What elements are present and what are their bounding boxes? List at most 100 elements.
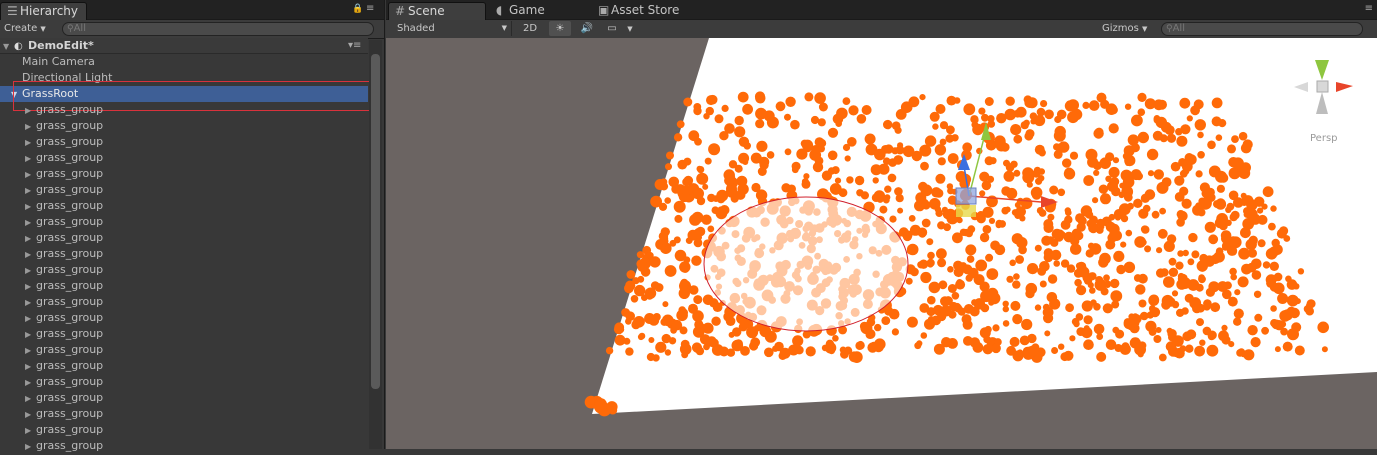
grass-group-row[interactable]: ▶ grass_group xyxy=(0,198,393,214)
hierarchy-item-directional-light[interactable]: Directional Light xyxy=(22,71,113,84)
expand-arrow-icon[interactable]: ▶ xyxy=(25,154,32,163)
grass-group-row[interactable]: ▶ grass_group xyxy=(0,342,393,358)
grass-point xyxy=(712,302,723,312)
expand-arrow-icon[interactable]: ▶ xyxy=(25,410,32,419)
tab-game[interactable]: ◖ Game xyxy=(496,3,545,17)
grass-point xyxy=(664,265,677,277)
expand-arrow-icon[interactable]: ▼ xyxy=(11,90,18,99)
tab-scene[interactable]: # Scene xyxy=(388,2,486,20)
grass-group-row[interactable]: ▶ grass_group xyxy=(0,246,393,262)
expand-arrow-icon[interactable]: ▶ xyxy=(25,218,32,227)
effects-toggle[interactable]: ▭ xyxy=(605,21,619,36)
grass-group-row[interactable]: ▶ grass_group xyxy=(0,358,393,374)
grass-point xyxy=(889,215,897,223)
gizmo-neg-y-cone-icon[interactable] xyxy=(1316,92,1328,114)
expand-arrow-icon[interactable]: ▼ xyxy=(3,42,10,51)
scene-search-input[interactable]: ⚲All xyxy=(1161,22,1363,36)
effects-dropdown[interactable]: ▼ xyxy=(625,21,635,36)
grass-group-row[interactable]: ▶ grass_group xyxy=(0,438,393,454)
x-axis-arrow-icon[interactable] xyxy=(1041,196,1058,208)
tab-hierarchy[interactable]: ☰ Hierarchy xyxy=(0,2,88,20)
grass-group-row[interactable]: ▶ grass_group xyxy=(0,118,393,134)
expand-arrow-icon[interactable]: ▶ xyxy=(25,378,32,387)
grass-point xyxy=(1014,202,1021,208)
grass-group-row[interactable]: ▶ grass_group xyxy=(0,102,393,118)
gizmo-x-cone-icon[interactable] xyxy=(1336,82,1353,92)
hierarchy-item-grassroot[interactable]: ▼ GrassRoot xyxy=(0,86,368,102)
grass-group-row[interactable]: ▶ grass_group xyxy=(0,134,393,150)
scene-canvas[interactable]: Persp xyxy=(386,38,1377,449)
grass-point xyxy=(1050,249,1062,261)
x-axis-handle[interactable] xyxy=(968,195,1042,203)
xy-plane-handle[interactable] xyxy=(955,187,977,205)
expand-arrow-icon[interactable]: ▶ xyxy=(25,314,32,323)
expand-arrow-icon[interactable]: ▶ xyxy=(25,346,32,355)
lock-icon[interactable]: 🔒 xyxy=(352,4,364,14)
grass-point xyxy=(1095,226,1104,234)
grass-point xyxy=(940,305,952,317)
expand-arrow-icon[interactable]: ▶ xyxy=(25,106,32,115)
grass-group-label: grass_group xyxy=(36,375,104,388)
grass-point xyxy=(1051,347,1059,354)
expand-arrow-icon[interactable]: ▶ xyxy=(25,202,32,211)
grass-group-row[interactable]: ▶ grass_group xyxy=(0,182,393,198)
expand-arrow-icon[interactable]: ▶ xyxy=(25,234,32,243)
grass-group-row[interactable]: ▶ grass_group xyxy=(0,278,393,294)
expand-arrow-icon[interactable]: ▶ xyxy=(25,362,32,371)
hierarchy-search-input[interactable]: ⚲All xyxy=(62,22,374,36)
grass-group-row[interactable]: ▶ grass_group xyxy=(0,150,393,166)
expand-arrow-icon[interactable]: ▶ xyxy=(25,170,32,179)
grass-group-row[interactable]: ▶ grass_group xyxy=(0,310,393,326)
gizmo-neg-x-cone-icon[interactable] xyxy=(1294,82,1308,92)
gizmos-dropdown[interactable]: Gizmos ▼ xyxy=(1102,23,1148,34)
move-gizmo[interactable] xyxy=(955,122,1058,217)
expand-arrow-icon[interactable]: ▶ xyxy=(25,122,32,131)
audio-toggle[interactable]: 🔊 xyxy=(578,21,596,36)
grass-group-row[interactable]: ▶ grass_group xyxy=(0,390,393,406)
panel-menu-icon[interactable]: ≡ xyxy=(366,3,375,14)
scene-menu-icon[interactable]: ▾≡ xyxy=(348,40,362,51)
toggle-2d-button[interactable]: 2D xyxy=(522,23,538,34)
orientation-gizmo[interactable]: Persp xyxy=(1294,60,1353,144)
grass-group-row[interactable]: ▶ grass_group xyxy=(0,294,393,310)
tab-asset-store[interactable]: ▣ Asset Store xyxy=(598,3,680,17)
expand-arrow-icon[interactable]: ▶ xyxy=(25,186,32,195)
expand-arrow-icon[interactable]: ▶ xyxy=(25,250,32,259)
grass-group-row[interactable]: ▶ grass_group xyxy=(0,166,393,182)
grass-group-row[interactable]: ▶ grass_group xyxy=(0,374,393,390)
hierarchy-scrollbar[interactable] xyxy=(369,40,382,449)
grass-point xyxy=(939,138,947,146)
expand-arrow-icon[interactable]: ▶ xyxy=(25,394,32,403)
grass-group-row[interactable]: ▶ grass_group xyxy=(0,214,393,230)
y-axis-arrow-icon[interactable] xyxy=(981,122,991,140)
panel-menu-icon[interactable]: ≡ xyxy=(1364,3,1373,14)
y-axis-handle[interactable] xyxy=(968,133,986,197)
grass-point xyxy=(1036,107,1046,117)
xz-plane-handle[interactable] xyxy=(956,205,976,217)
expand-arrow-icon[interactable]: ▶ xyxy=(25,266,32,275)
z-axis-arrow-icon[interactable] xyxy=(958,154,970,170)
grass-group-row[interactable]: ▶ grass_group xyxy=(0,326,393,342)
create-button[interactable]: Create ▼ xyxy=(4,23,46,34)
grass-point xyxy=(730,194,739,203)
scrollbar-thumb[interactable] xyxy=(371,54,380,389)
hierarchy-item-main-camera[interactable]: Main Camera xyxy=(22,55,95,68)
expand-arrow-icon[interactable]: ▶ xyxy=(25,442,32,451)
shading-mode-dropdown[interactable]: Shaded ▼ xyxy=(386,21,512,36)
scene-viewport[interactable]: Persp xyxy=(386,38,1377,449)
gizmo-center-cube-icon[interactable] xyxy=(1316,80,1329,93)
grass-group-row[interactable]: ▶ grass_group xyxy=(0,262,393,278)
projection-label[interactable]: Persp xyxy=(1310,133,1338,144)
lighting-toggle[interactable]: ☀ xyxy=(549,21,571,36)
expand-arrow-icon[interactable]: ▶ xyxy=(25,298,32,307)
grass-group-row[interactable]: ▶ grass_group xyxy=(0,422,393,438)
expand-arrow-icon[interactable]: ▶ xyxy=(25,426,32,435)
grass-point xyxy=(1034,114,1046,127)
grass-group-row[interactable]: ▶ grass_group xyxy=(0,406,393,422)
grass-group-row[interactable]: ▶ grass_group xyxy=(0,230,393,246)
expand-arrow-icon[interactable]: ▶ xyxy=(25,138,32,147)
scene-root-row[interactable]: ▼ ◐ DemoEdit* ▾≡ xyxy=(0,38,368,54)
gizmo-y-cone-icon[interactable] xyxy=(1315,60,1329,80)
expand-arrow-icon[interactable]: ▶ xyxy=(25,282,32,291)
expand-arrow-icon[interactable]: ▶ xyxy=(25,330,32,339)
